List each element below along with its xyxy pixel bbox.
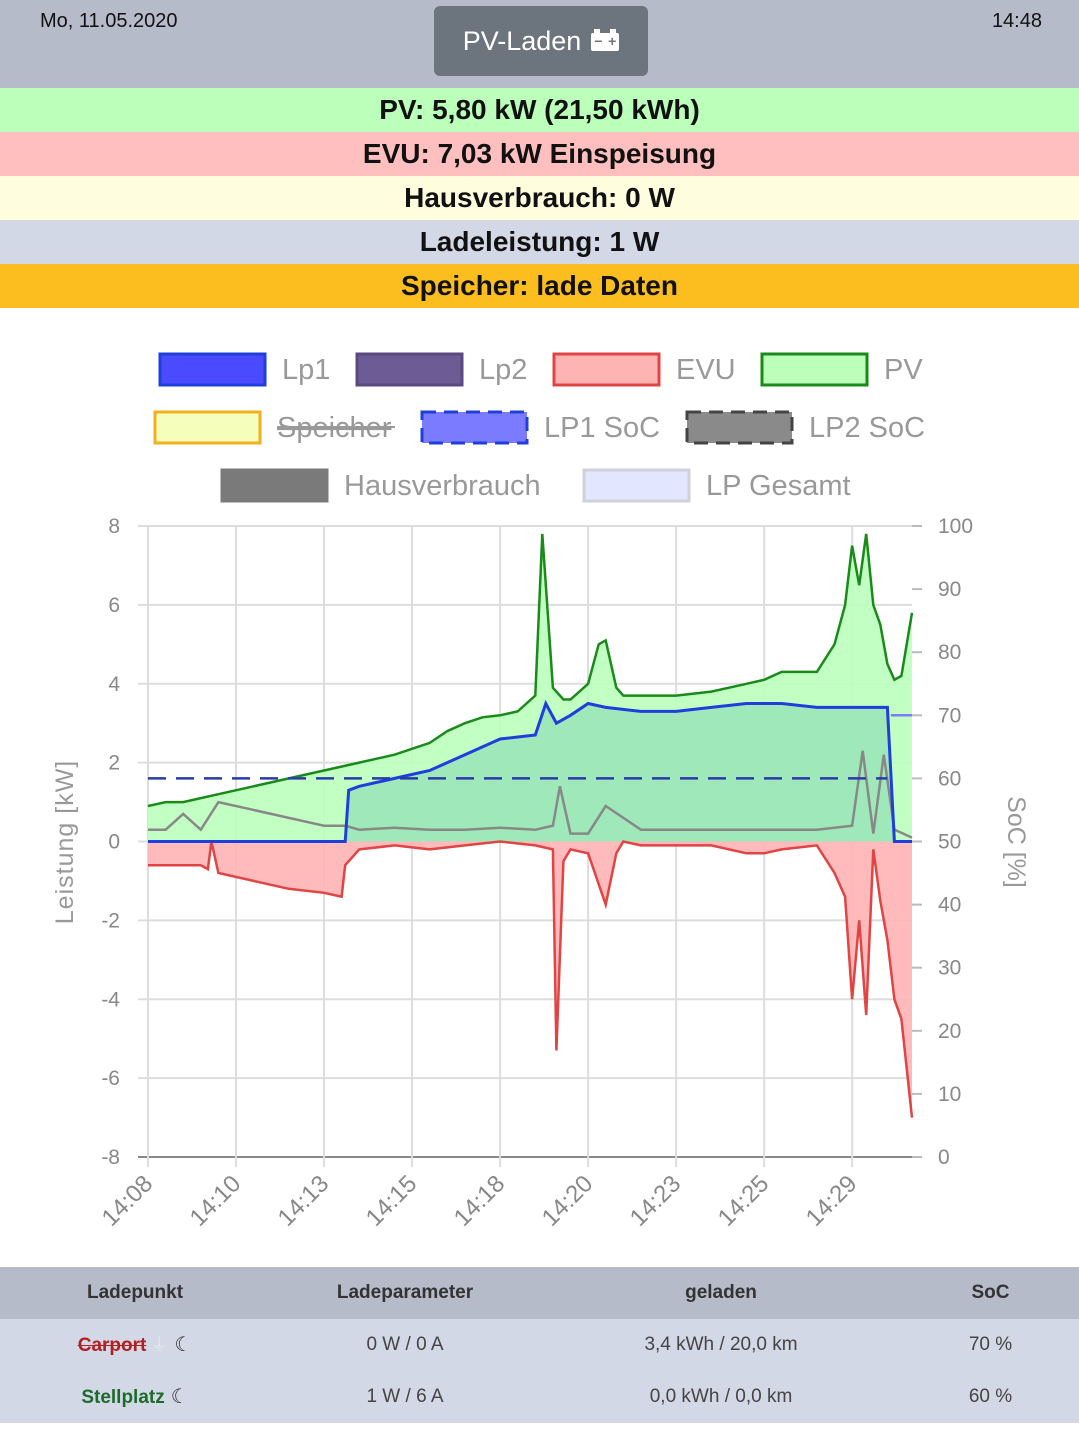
y-right-tick-label: 100 (938, 515, 973, 538)
legend-label-pv: PV (884, 354, 923, 386)
power-chart: Lp1 Lp2 EVU PV Speicher LP1 SoC LP2 SoC (51, 352, 1030, 1232)
y-tick-label: 0 (108, 831, 120, 854)
x-tick-label: 14:10 (185, 1170, 247, 1232)
legend-label-lp1-soc: LP1 SoC (544, 412, 660, 444)
x-tick-label: 14:15 (361, 1170, 423, 1232)
charge-params: 1 W / 6 A (366, 1386, 444, 1407)
y-axis-label-left: Leistung [kW] (51, 760, 79, 924)
plug-icon: ⏚ (150, 1335, 169, 1355)
col-header-geladen: geladen (685, 1282, 757, 1303)
y-right-tick-label: 70 (938, 704, 961, 727)
hausverbrauch-line (148, 750, 913, 839)
col-header-ladeparameter: Ladeparameter (336, 1282, 474, 1303)
charge-mode-button[interactable]: PV-Laden − + (434, 6, 648, 76)
charge-mode-label: PV-Laden (462, 25, 582, 56)
moon-icon: ☾ (174, 1334, 193, 1356)
charged-amount: 0,0 kWh / 0,0 km (649, 1386, 793, 1407)
legend-item-evu[interactable]: EVU (552, 352, 736, 387)
chargepoint-table: Carport ⏚ ☾ 0 W / 0 A 3,4 kWh / 20,0 km 70… (0, 1319, 1079, 1423)
moon-icon: ☾ (170, 1386, 189, 1408)
x-tick-label: 14:25 (713, 1170, 775, 1232)
x-tick-label: 14:13 (273, 1170, 335, 1232)
x-tick-label: 14:18 (449, 1170, 511, 1232)
legend-label-haus: Hausverbrauch (344, 470, 541, 502)
legend-label-lp2: Lp2 (479, 354, 527, 386)
y-right-tick-label: 80 (938, 641, 961, 664)
legend-label-lp1: Lp1 (282, 354, 330, 386)
evu-area (148, 841, 912, 1118)
y-tick-label: 2 (108, 752, 120, 775)
y-tick-label: -4 (101, 988, 120, 1011)
house-consumption-status: Hausverbrauch: 0 W (0, 176, 1079, 220)
charge-params: 0 W / 0 A (366, 1334, 444, 1355)
col-header-soc: SoC (971, 1282, 1010, 1303)
lp1-area (148, 703, 912, 842)
x-tick-label: 14:29 (801, 1170, 863, 1232)
y-tick-label: 6 (108, 594, 120, 617)
y-right-tick-label: 10 (938, 1083, 961, 1106)
evu-line (148, 840, 914, 1118)
pv-status: PV: 5,80 kW (21,50 kWh) (0, 88, 1079, 132)
legend-label-lp-gesamt: LP Gesamt (706, 470, 851, 502)
x-tick-label: 14:20 (537, 1170, 599, 1232)
legend-label-evu: EVU (676, 354, 736, 386)
y-right-tick-label: 60 (938, 767, 961, 790)
time-display: 14:48 (991, 10, 1042, 32)
y-right-tick-label: 90 (938, 578, 961, 601)
legend-item-lp2-soc[interactable]: LP2 SoC (685, 410, 925, 445)
y-tick-label: -8 (101, 1146, 120, 1169)
soc-value: 60 % (968, 1386, 1013, 1407)
legend-label-lp2-soc: LP2 SoC (809, 412, 925, 444)
date-display: Mo, 11.05.2020 (40, 10, 178, 32)
soc-value: 70 % (968, 1334, 1013, 1355)
chargepoint-name[interactable]: Carport (77, 1335, 147, 1356)
legend-item-pv[interactable]: PV (760, 352, 923, 387)
y-axis-label-right: SoC [%] (1002, 796, 1030, 888)
y-tick-label: 8 (108, 515, 120, 538)
chart-series (147, 533, 914, 1118)
pv-line (147, 533, 914, 808)
col-header-ladepunkt: Ladepunkt (86, 1282, 184, 1303)
charging-power-status: Ladeleistung: 1 W (0, 220, 1079, 264)
evu-status: EVU: 7,03 kW Einspeisung (0, 132, 1079, 176)
legend-item-lp2[interactable]: Lp2 (355, 352, 527, 387)
y-tick-label: -6 (101, 1067, 120, 1090)
legend-item-speicher[interactable]: Speicher (153, 410, 395, 445)
y-right-tick-label: 0 (938, 1146, 950, 1169)
chargepoint-name[interactable]: Stellplatz (81, 1387, 165, 1408)
x-tick-label: 14:23 (625, 1170, 687, 1232)
charged-amount: 3,4 kWh / 20,0 km (644, 1334, 798, 1355)
legend-item-lp1-soc[interactable]: LP1 SoC (420, 410, 660, 445)
y-right-tick-label: 20 (938, 1020, 961, 1043)
y-right-tick-label: 50 (938, 831, 961, 854)
lp1-line (148, 699, 912, 843)
y-right-tick-label: 30 (938, 957, 961, 980)
y-tick-label: -2 (101, 909, 120, 932)
y-tick-label: 4 (108, 673, 120, 696)
chargepoint-table-header: Ladepunkt Ladeparameter geladen SoC (0, 1267, 1079, 1319)
legend-item-lp-gesamt[interactable]: LP Gesamt (582, 468, 851, 503)
storage-status: Speicher: lade Daten (0, 264, 1079, 308)
y-right-tick-label: 40 (938, 894, 961, 917)
battery-icon: − + (591, 29, 620, 51)
x-tick-label: 14:08 (97, 1170, 159, 1232)
legend-item-lp1[interactable]: Lp1 (158, 352, 330, 387)
top-bar: Mo, 11.05.2020 PV-Laden − + 14:48 (0, 0, 1079, 88)
legend-item-haus[interactable]: Hausverbrauch (220, 468, 541, 503)
